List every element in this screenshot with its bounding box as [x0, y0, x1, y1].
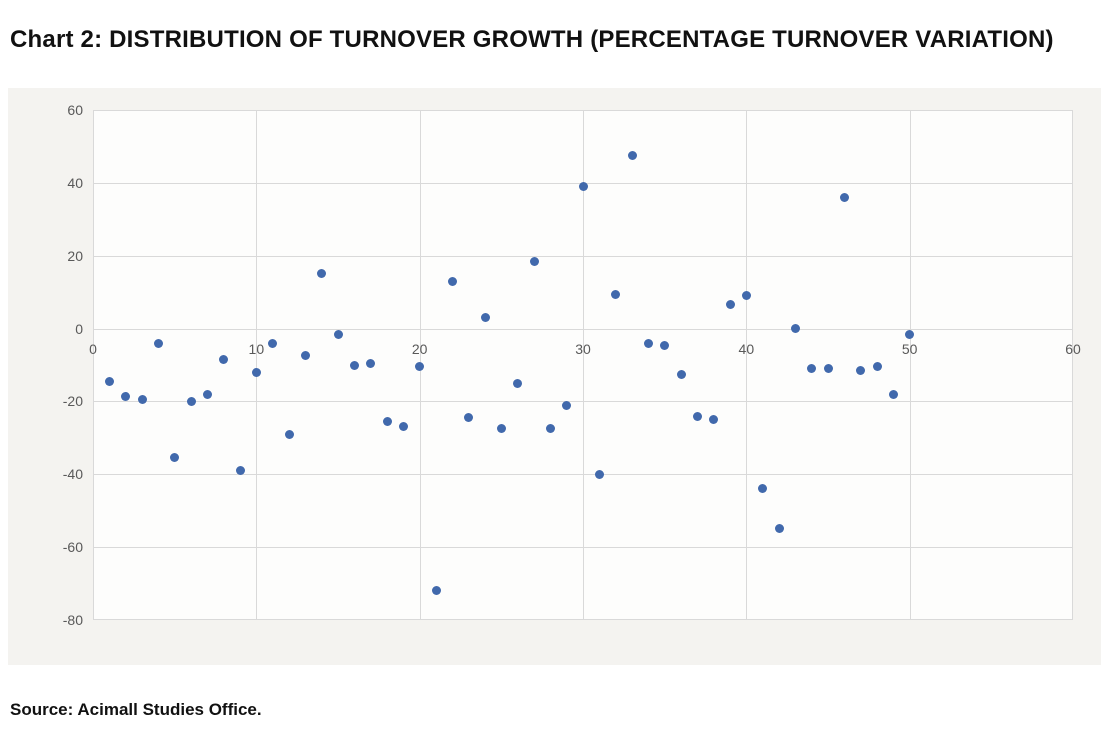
x-gridline — [910, 110, 911, 620]
data-point — [839, 192, 849, 202]
scatter-chart: 60 40 20 0 -20 -40 -60 -80 0 10 20 30 40 50 60 — [8, 88, 1101, 665]
data-point — [235, 466, 245, 476]
data-point — [790, 324, 800, 334]
data-point — [137, 395, 147, 405]
data-point — [202, 389, 212, 399]
data-point — [170, 453, 180, 463]
data-point — [741, 291, 751, 301]
data-point — [627, 151, 637, 160]
y-tick-label: 40 — [67, 174, 83, 191]
data-point — [676, 369, 686, 379]
y-tick-label: -20 — [62, 393, 83, 410]
data-point — [104, 376, 114, 386]
x-tick-label: 50 — [901, 340, 918, 357]
y-tick-label: 0 — [75, 320, 83, 337]
data-point — [823, 364, 833, 374]
y-tick-label: -80 — [62, 612, 83, 628]
data-point — [496, 424, 506, 434]
x-tick-label: 0 — [89, 340, 97, 357]
data-point — [186, 396, 196, 406]
x-gridline — [746, 110, 747, 620]
data-point — [660, 340, 670, 350]
y-tick-label: -60 — [62, 539, 83, 556]
data-point — [774, 524, 784, 534]
source-note: Source: Acimall Studies Office. — [10, 700, 262, 719]
x-tick-label: 40 — [738, 340, 755, 357]
data-point — [333, 329, 343, 339]
x-tick-label: 20 — [411, 340, 428, 357]
data-point — [284, 429, 294, 439]
data-point — [219, 355, 229, 364]
x-gridline — [93, 110, 94, 620]
data-point — [643, 338, 653, 348]
y-gridline — [93, 401, 1073, 402]
data-point — [349, 360, 359, 370]
data-point — [888, 389, 898, 399]
x-gridline — [583, 110, 584, 620]
data-point — [562, 400, 572, 410]
y-gridline — [93, 110, 1073, 111]
data-point — [578, 182, 588, 191]
y-tick-label: 60 — [67, 102, 83, 118]
data-point — [725, 300, 735, 310]
data-point — [611, 289, 621, 299]
data-point — [692, 411, 702, 421]
data-point — [431, 586, 441, 596]
data-point — [480, 313, 490, 323]
y-tick-label: 20 — [67, 247, 83, 264]
data-point — [513, 378, 523, 388]
data-point — [594, 469, 604, 479]
y-tick-label: -40 — [62, 466, 83, 483]
x-tick-label: 60 — [1065, 340, 1081, 357]
data-point — [415, 362, 425, 372]
page-title: Chart 2: DISTRIBUTION OF TURNOVER GROWTH… — [10, 26, 1054, 53]
data-point — [807, 364, 817, 374]
x-gridline — [256, 110, 257, 620]
y-gridline — [93, 329, 1073, 330]
data-point — [709, 415, 719, 425]
data-point — [121, 391, 131, 401]
data-point — [398, 422, 408, 432]
data-point — [905, 329, 915, 339]
data-point — [251, 367, 261, 377]
data-point — [366, 358, 376, 368]
y-gridline — [93, 619, 1073, 620]
data-point — [529, 256, 539, 266]
y-gridline — [93, 256, 1073, 257]
data-point — [300, 351, 310, 361]
data-point — [856, 366, 866, 375]
y-gridline — [93, 474, 1073, 475]
x-tick-label: 30 — [575, 340, 591, 357]
data-point — [447, 276, 457, 286]
data-point — [382, 417, 392, 426]
data-point — [464, 413, 474, 423]
x-tick-label: 10 — [248, 340, 265, 357]
data-point — [872, 362, 882, 372]
data-point — [153, 338, 163, 348]
plot-area — [93, 110, 1073, 620]
data-point — [317, 269, 327, 279]
data-point — [545, 424, 555, 434]
data-point — [758, 484, 768, 494]
x-gridline — [1072, 110, 1073, 620]
y-gridline — [93, 547, 1073, 548]
data-point — [268, 338, 278, 348]
